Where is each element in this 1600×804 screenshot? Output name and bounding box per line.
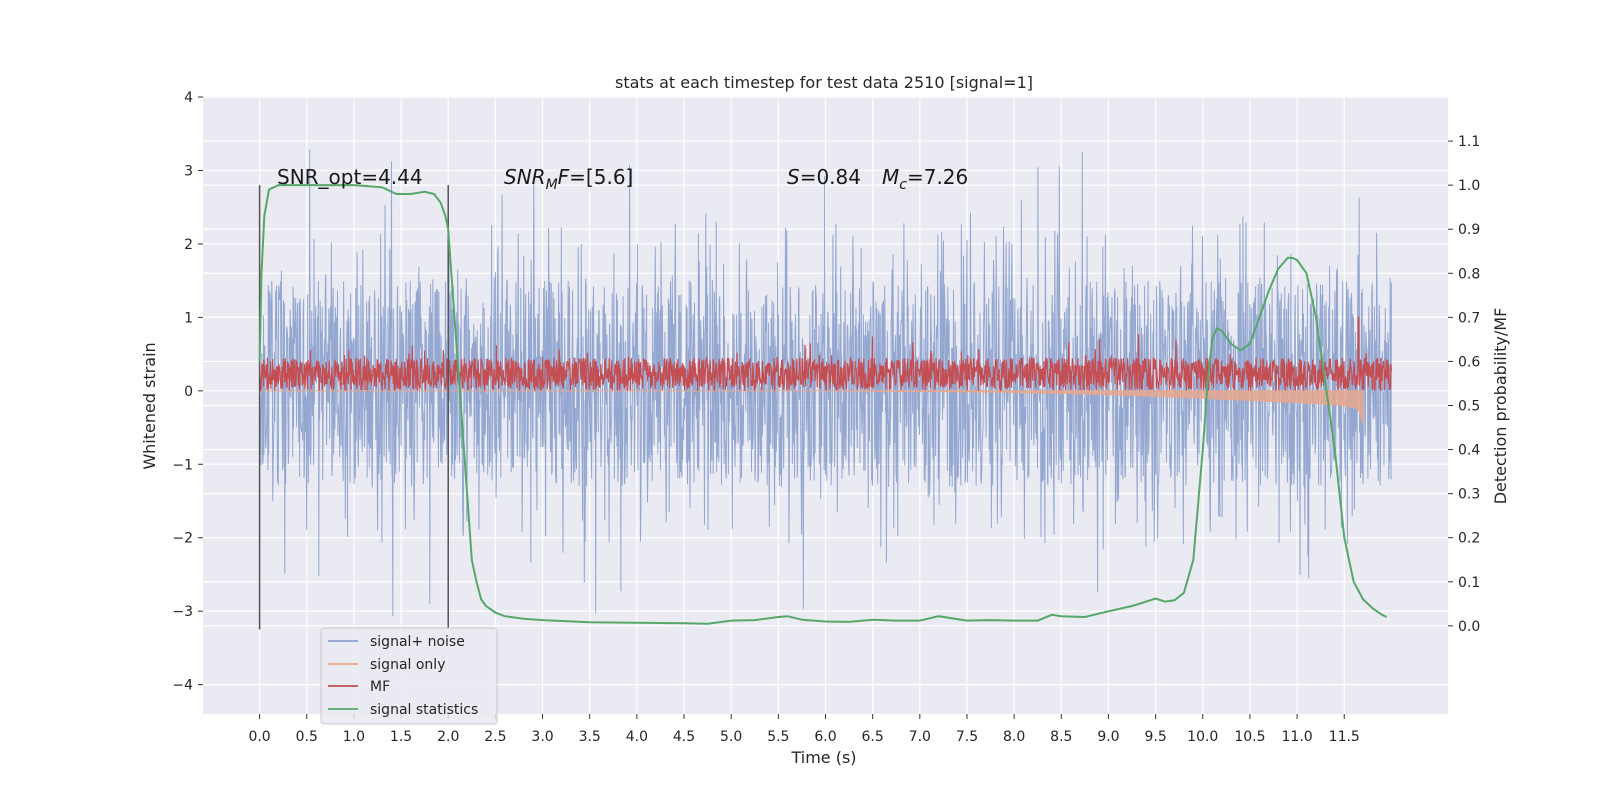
x-tick-label: 11.0 [1282,729,1313,745]
y-axis-label-left: Whitened strain [140,342,159,469]
x-axis-label: Time (s) [790,748,856,767]
y-tick-label-left: 3 [184,163,193,179]
series-signal-statistics [258,184,1388,625]
x-tick-label: 7.5 [956,729,978,745]
x-tick-label: 9.0 [1097,729,1119,745]
y-tick-label-right: 1.1 [1458,134,1480,150]
y-tick-label-right: 0.3 [1458,487,1480,503]
x-tick-label: 10.5 [1234,729,1265,745]
annotation-s: S=0.84 [787,165,861,189]
y-tick-label-right: 0.1 [1458,575,1480,591]
annotation-mc: Mc=7.26 [882,165,968,193]
y-tick-label-right: 1.0 [1458,178,1480,194]
x-tick-label: 3.5 [579,729,601,745]
y-tick-label-left: −1 [172,457,193,473]
x-tick-label: 0.5 [296,729,318,745]
axis-right: 1.1 1.0 0.9 0.8 0.7 0.6 0.5 0.4 0.3 0.2 0.1 0.0 [1448,134,1480,635]
legend-label-signal-noise: signal+ noise [370,634,465,650]
y-tick-label-left: 0 [184,384,193,400]
x-tick-label: 2.5 [484,729,506,745]
x-tick-label: 5.0 [720,729,742,745]
y-tick-label-left: −3 [172,604,193,620]
x-tick-label: 2.0 [437,729,459,745]
x-tick-label: 6.0 [814,729,836,745]
x-tick-label: 0.0 [248,729,270,745]
x-tick-label: 1.0 [343,729,365,745]
y-tick-label-right: 0.9 [1458,222,1480,238]
y-tick-label-right: 0.6 [1458,354,1480,370]
x-tick-label: 5.5 [767,729,789,745]
legend-label-signal-statistics: signal statistics [370,702,478,718]
x-tick-label: 8.5 [1050,729,1072,745]
legend-label-signal-only: signal only [370,657,445,673]
legend: signal+ noise signal only MF signal stat… [320,627,498,725]
x-tick-label: 6.5 [862,729,884,745]
annotation-snr-opt: SNR_opt=4.44 [277,165,423,189]
x-tick-label: 4.0 [626,729,648,745]
x-tick-label: 11.5 [1329,729,1360,745]
y-tick-label-right: 0.5 [1458,399,1480,415]
x-tick-label: 7.0 [909,729,931,745]
plot-content [258,149,1392,630]
legend-label-mf: MF [370,679,390,695]
legend-box [320,627,498,725]
y-tick-label-right: 0.0 [1458,619,1480,635]
y-tick-label-right: 0.2 [1458,531,1480,547]
annotation-snr-mf: SNRMF=[5.6] [504,165,633,193]
x-tick-label: 10.0 [1187,729,1218,745]
x-tick-label: 9.5 [1144,729,1166,745]
x-tick-label: 3.0 [531,729,553,745]
series-signal-only [259,390,1364,425]
x-tick-label: 4.5 [673,729,695,745]
y-tick-label-right: 0.7 [1458,310,1480,326]
y-tick-label-left: −4 [172,678,193,694]
x-tick-label: 1.5 [390,729,412,745]
y-tick-label-left: 2 [184,237,193,253]
y-tick-label-right: 0.4 [1458,443,1480,459]
y-tick-label-right: 0.8 [1458,266,1480,282]
x-tick-label: 8.0 [1003,729,1025,745]
axis-bottom: 0.0 0.5 1.0 1.5 2.0 2.5 3.0 3.5 4.0 4.5 5.0 5.5 6.0 6… [248,714,1360,745]
axis-left: 4 3 2 1 0 −1 −2 −3 −4 [172,90,203,694]
y-tick-label-left: −2 [172,531,193,547]
y-tick-label-left: 1 [184,310,193,326]
y-axis-label-right: Detection probability/MF [1491,308,1510,505]
chart-title: stats at each timestep for test data 251… [615,73,1033,92]
y-tick-label-left: 4 [184,90,193,106]
